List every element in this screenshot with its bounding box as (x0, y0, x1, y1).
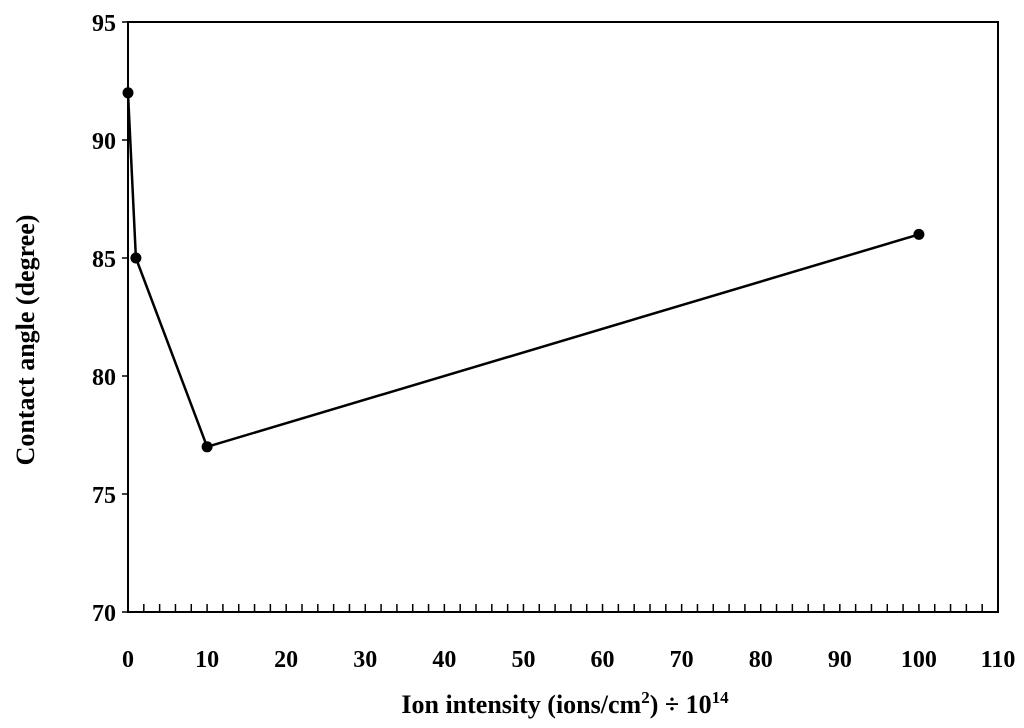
data-point (130, 252, 142, 264)
x-tick-label: 90 (828, 647, 852, 673)
x-tick-label: 30 (353, 647, 377, 673)
x-axis-title-exponent: 14 (712, 688, 730, 707)
x-tick-label: 60 (591, 647, 615, 673)
x-axis-ticks (127, 604, 999, 612)
x-tick-label: 100 (901, 647, 937, 673)
x-axis-title-middle: ) ÷ 10 (650, 690, 712, 719)
data-point (201, 441, 213, 453)
plot-frame (127, 21, 999, 613)
x-tick-label: 0 (122, 647, 134, 673)
y-axis-tick-labels: 70 75 80 85 90 95 (92, 11, 116, 627)
y-tick-label: 80 (92, 365, 116, 391)
y-tick-label: 70 (92, 601, 116, 627)
x-tick-label: 20 (274, 647, 298, 673)
x-axis-title-prefix: Ion intensity (ions/cm (401, 690, 641, 719)
x-tick-label: 70 (670, 647, 694, 673)
data-point (122, 87, 134, 99)
y-tick-label: 75 (92, 483, 116, 509)
y-axis-title: Contact angle (degree) (11, 215, 40, 466)
y-tick-label: 85 (92, 247, 116, 273)
series-line (126, 92, 920, 449)
x-tick-label: 50 (511, 647, 535, 673)
x-tick-label: 40 (432, 647, 456, 673)
plot-border (127, 21, 999, 613)
series-layer (122, 87, 925, 453)
y-tick-label: 95 (92, 11, 116, 37)
x-tick-label: 110 (981, 647, 1016, 673)
data-point (913, 228, 925, 240)
x-tick-label: 10 (195, 647, 219, 673)
x-axis-tick-labels: 0 10 20 30 40 50 60 70 80 90 100 110 (122, 647, 1015, 673)
y-axis-ticks (122, 21, 128, 613)
x-axis-title-sup: 2 (641, 688, 650, 707)
x-tick-label: 80 (749, 647, 773, 673)
y-tick-label: 90 (92, 129, 116, 155)
x-axis-title: Ion intensity (ions/cm2) ÷ 1014 (401, 688, 729, 719)
